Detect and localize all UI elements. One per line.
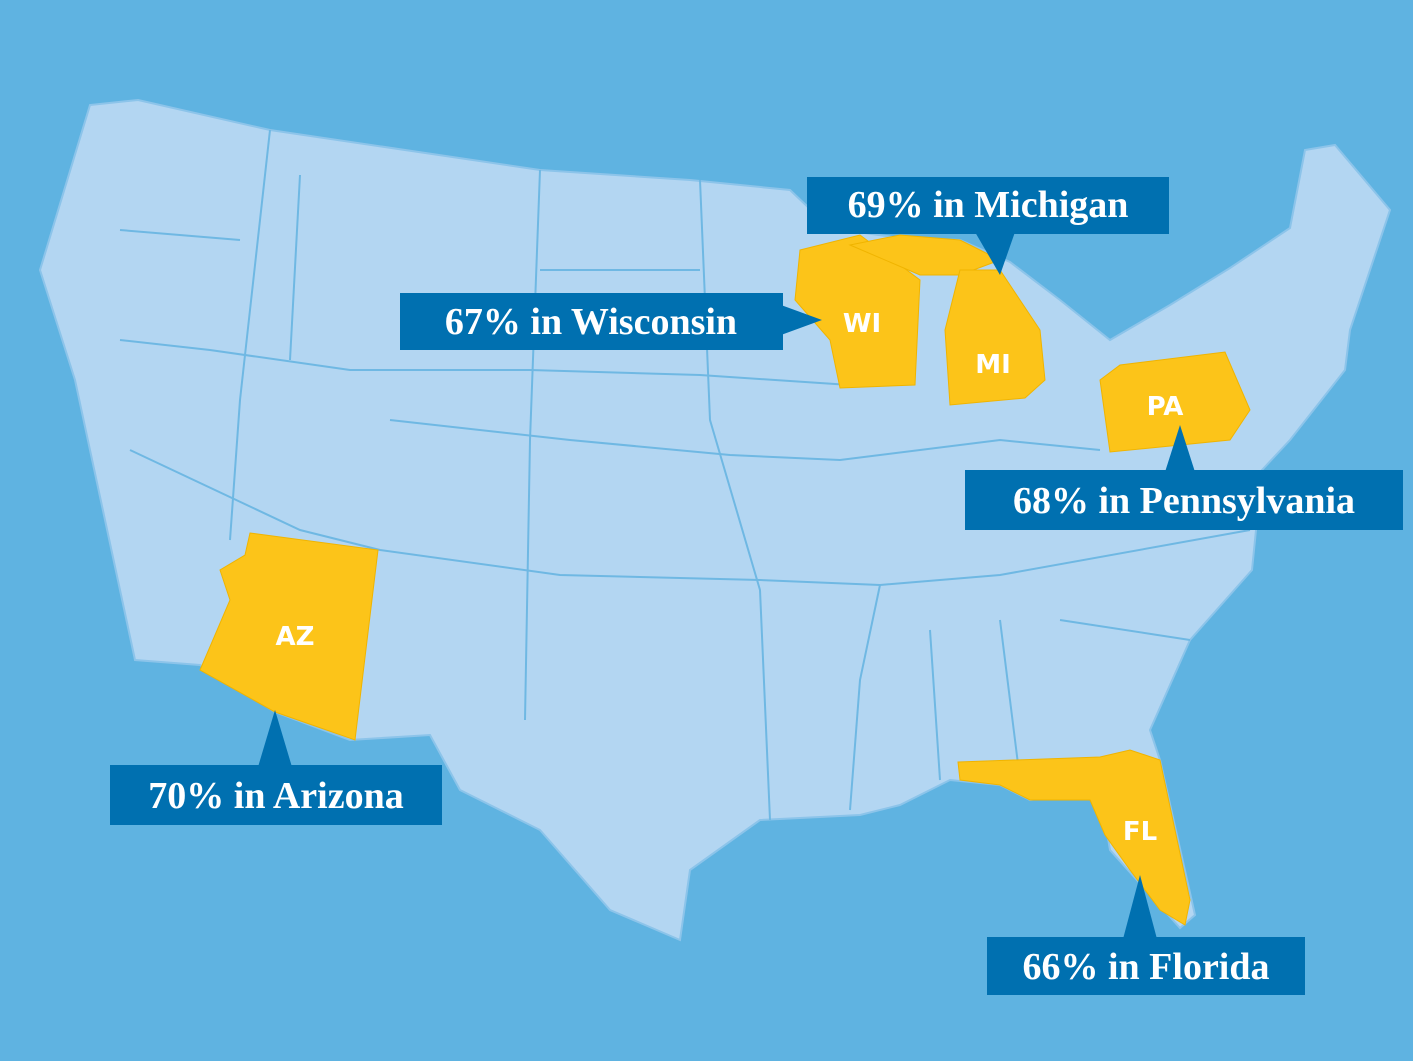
state-label: MI (975, 350, 1011, 380)
state-mi (944, 269, 1046, 406)
callout-text: 69% in Michigan (848, 184, 1129, 226)
callout-pointer (258, 710, 292, 767)
callout-box (807, 177, 1169, 234)
callout-box (987, 937, 1305, 995)
callout-box (400, 293, 783, 350)
callout-text: 67% in Wisconsin (445, 301, 737, 343)
highlighted-states (199, 234, 1251, 926)
state-label: PA (1147, 392, 1184, 422)
state-labels: WI MI PA AZ FL (276, 309, 1184, 847)
state-borders (119, 129, 1251, 821)
callout-pointer (1165, 425, 1195, 472)
state-pa (1099, 351, 1251, 453)
callout-pointer (975, 232, 1015, 275)
callout-text: 68% in Pennsylvania (1013, 480, 1355, 522)
state-label: AZ (276, 622, 315, 652)
callout-pointer (1123, 875, 1157, 939)
callout-box (110, 765, 442, 825)
callout-text: 66% in Florida (1022, 946, 1269, 988)
callouts: 69% in Michigan 67% in Wisconsin 68% in … (110, 177, 1403, 995)
callout-pointer (781, 305, 822, 335)
state-az (199, 532, 379, 741)
state-label: WI (843, 309, 881, 339)
callout-box (965, 470, 1403, 530)
state-fl (957, 749, 1191, 926)
state-label: FL (1123, 817, 1157, 847)
callout-text: 70% in Arizona (148, 775, 403, 817)
